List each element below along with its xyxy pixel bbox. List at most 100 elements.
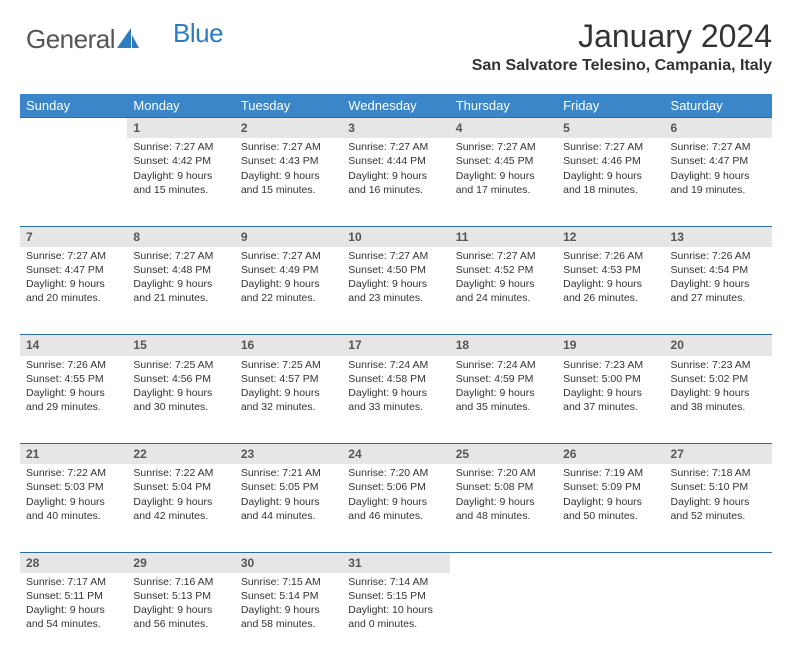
day-number: 1 (127, 118, 234, 139)
brand-logo: General Blue (26, 24, 223, 55)
day-cell: Sunrise: 7:25 AMSunset: 4:56 PMDaylight:… (127, 356, 234, 444)
day-sunset: Sunset: 5:13 PM (133, 589, 228, 603)
day-day2: and 46 minutes. (348, 509, 443, 523)
weekday-header: Friday (557, 94, 664, 118)
day-sunrise: Sunrise: 7:27 AM (133, 249, 228, 263)
day-day1: Daylight: 9 hours (348, 386, 443, 400)
day-day1: Daylight: 9 hours (241, 277, 336, 291)
day-cell: Sunrise: 7:19 AMSunset: 5:09 PMDaylight:… (557, 464, 664, 552)
day-number (20, 118, 127, 139)
day-day2: and 50 minutes. (563, 509, 658, 523)
day-number: 5 (557, 118, 664, 139)
day-day1: Daylight: 9 hours (563, 277, 658, 291)
day-sunset: Sunset: 5:02 PM (671, 372, 766, 386)
day-sunrise: Sunrise: 7:25 AM (241, 358, 336, 372)
day-sunrise: Sunrise: 7:19 AM (563, 466, 658, 480)
brand-part1: General (26, 24, 115, 55)
day-day1: Daylight: 9 hours (241, 169, 336, 183)
day-number: 2 (235, 118, 342, 139)
day-sunset: Sunset: 4:55 PM (26, 372, 121, 386)
day-sunset: Sunset: 5:14 PM (241, 589, 336, 603)
day-number: 18 (450, 335, 557, 356)
day-sunset: Sunset: 5:10 PM (671, 480, 766, 494)
day-day2: and 18 minutes. (563, 183, 658, 197)
day-sunset: Sunset: 4:48 PM (133, 263, 228, 277)
day-day1: Daylight: 9 hours (241, 495, 336, 509)
day-sunset: Sunset: 4:53 PM (563, 263, 658, 277)
day-sunrise: Sunrise: 7:27 AM (348, 140, 443, 154)
day-day2: and 15 minutes. (241, 183, 336, 197)
day-cell: Sunrise: 7:26 AMSunset: 4:54 PMDaylight:… (665, 247, 772, 335)
weekday-header: Tuesday (235, 94, 342, 118)
day-number: 27 (665, 444, 772, 465)
weekday-header: Wednesday (342, 94, 449, 118)
weekday-header: Thursday (450, 94, 557, 118)
day-sunset: Sunset: 4:43 PM (241, 154, 336, 168)
day-day2: and 0 minutes. (348, 617, 443, 631)
day-number: 3 (342, 118, 449, 139)
day-number (450, 552, 557, 573)
day-cell: Sunrise: 7:20 AMSunset: 5:06 PMDaylight:… (342, 464, 449, 552)
day-cell: Sunrise: 7:27 AMSunset: 4:47 PMDaylight:… (665, 138, 772, 226)
day-day2: and 58 minutes. (241, 617, 336, 631)
day-sunset: Sunset: 4:45 PM (456, 154, 551, 168)
day-day2: and 22 minutes. (241, 291, 336, 305)
day-sunrise: Sunrise: 7:26 AM (671, 249, 766, 263)
day-day1: Daylight: 9 hours (456, 277, 551, 291)
day-cell: Sunrise: 7:27 AMSunset: 4:48 PMDaylight:… (127, 247, 234, 335)
day-number (665, 552, 772, 573)
day-number: 4 (450, 118, 557, 139)
day-day2: and 44 minutes. (241, 509, 336, 523)
day-number: 24 (342, 444, 449, 465)
day-number: 13 (665, 226, 772, 247)
day-day2: and 24 minutes. (456, 291, 551, 305)
day-day2: and 48 minutes. (456, 509, 551, 523)
day-day2: and 17 minutes. (456, 183, 551, 197)
day-day2: and 16 minutes. (348, 183, 443, 197)
day-cell: Sunrise: 7:25 AMSunset: 4:57 PMDaylight:… (235, 356, 342, 444)
day-number: 21 (20, 444, 127, 465)
daynum-row: 78910111213 (20, 226, 772, 247)
day-day1: Daylight: 9 hours (26, 277, 121, 291)
day-cell: Sunrise: 7:27 AMSunset: 4:43 PMDaylight:… (235, 138, 342, 226)
day-sunset: Sunset: 5:09 PM (563, 480, 658, 494)
day-sunrise: Sunrise: 7:26 AM (563, 249, 658, 263)
day-day1: Daylight: 9 hours (26, 603, 121, 617)
day-cell: Sunrise: 7:24 AMSunset: 4:59 PMDaylight:… (450, 356, 557, 444)
day-cell: Sunrise: 7:23 AMSunset: 5:02 PMDaylight:… (665, 356, 772, 444)
day-cell: Sunrise: 7:24 AMSunset: 4:58 PMDaylight:… (342, 356, 449, 444)
day-cell: Sunrise: 7:14 AMSunset: 5:15 PMDaylight:… (342, 573, 449, 661)
day-sunset: Sunset: 4:44 PM (348, 154, 443, 168)
day-number: 16 (235, 335, 342, 356)
day-sunset: Sunset: 4:58 PM (348, 372, 443, 386)
day-sunrise: Sunrise: 7:17 AM (26, 575, 121, 589)
day-sunset: Sunset: 4:59 PM (456, 372, 551, 386)
day-number: 23 (235, 444, 342, 465)
day-cell: Sunrise: 7:27 AMSunset: 4:44 PMDaylight:… (342, 138, 449, 226)
day-sunset: Sunset: 4:52 PM (456, 263, 551, 277)
day-sunset: Sunset: 4:57 PM (241, 372, 336, 386)
day-cell: Sunrise: 7:27 AMSunset: 4:52 PMDaylight:… (450, 247, 557, 335)
day-number (557, 552, 664, 573)
day-day1: Daylight: 9 hours (133, 277, 228, 291)
day-cell: Sunrise: 7:23 AMSunset: 5:00 PMDaylight:… (557, 356, 664, 444)
day-sunrise: Sunrise: 7:27 AM (133, 140, 228, 154)
day-sunrise: Sunrise: 7:23 AM (563, 358, 658, 372)
day-sunset: Sunset: 4:46 PM (563, 154, 658, 168)
day-cell: Sunrise: 7:27 AMSunset: 4:42 PMDaylight:… (127, 138, 234, 226)
day-day2: and 37 minutes. (563, 400, 658, 414)
day-day1: Daylight: 9 hours (671, 277, 766, 291)
day-sunrise: Sunrise: 7:27 AM (671, 140, 766, 154)
day-sunrise: Sunrise: 7:24 AM (456, 358, 551, 372)
day-sunset: Sunset: 5:11 PM (26, 589, 121, 603)
day-sunrise: Sunrise: 7:22 AM (26, 466, 121, 480)
day-number: 12 (557, 226, 664, 247)
day-number: 28 (20, 552, 127, 573)
day-cell: Sunrise: 7:16 AMSunset: 5:13 PMDaylight:… (127, 573, 234, 661)
day-cell: Sunrise: 7:27 AMSunset: 4:46 PMDaylight:… (557, 138, 664, 226)
day-day2: and 40 minutes. (26, 509, 121, 523)
day-day1: Daylight: 9 hours (456, 386, 551, 400)
content-row: Sunrise: 7:27 AMSunset: 4:47 PMDaylight:… (20, 247, 772, 335)
day-number: 22 (127, 444, 234, 465)
content-row: Sunrise: 7:27 AMSunset: 4:42 PMDaylight:… (20, 138, 772, 226)
